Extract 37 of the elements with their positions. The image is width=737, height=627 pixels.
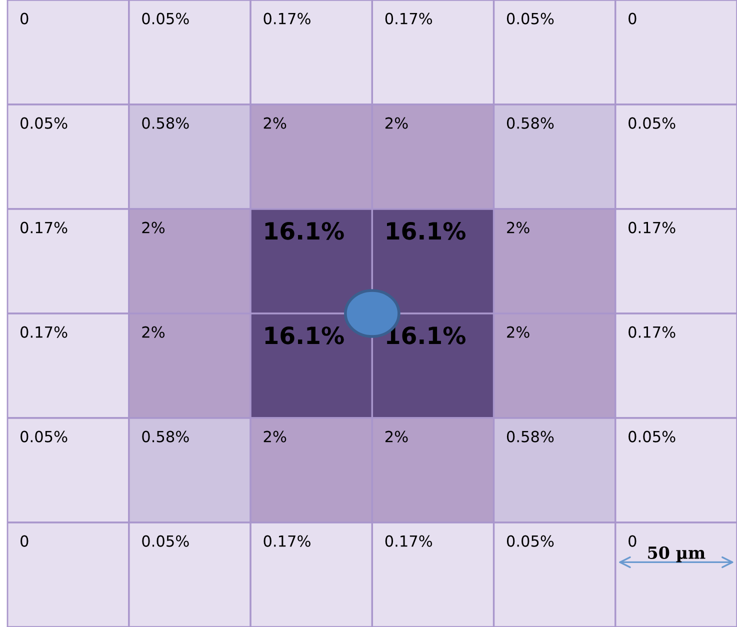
data-label: 0.17% <box>385 12 432 24</box>
data-label: 2% <box>142 222 165 234</box>
data-label: 0.17% <box>20 222 68 234</box>
data-label: 0.17% <box>264 12 310 24</box>
data-label: 0.17% <box>20 326 68 338</box>
data-label: 2% <box>385 430 408 442</box>
data-label: 2% <box>507 222 530 234</box>
data-label: 0 <box>20 535 28 547</box>
data-label: 2% <box>142 326 165 338</box>
data-label: 0 <box>628 12 636 24</box>
data-label: 0.58% <box>142 430 189 442</box>
data-label: 16.1% <box>265 222 344 240</box>
data-label: 0.05% <box>628 117 676 129</box>
annotation: 50 µm <box>648 546 706 562</box>
data-label: 0.05% <box>142 535 189 547</box>
data-label: 0.05% <box>20 430 68 442</box>
data-label: 0.05% <box>628 430 676 442</box>
data-label: 0.05% <box>506 12 554 24</box>
data-label: 2% <box>264 430 286 442</box>
data-label: 0 <box>628 535 636 547</box>
data-label: 16.1% <box>387 222 466 240</box>
data-label: 0.17% <box>628 326 676 338</box>
data-label: 2% <box>507 326 530 338</box>
data-label: 0 <box>20 12 28 24</box>
data-label: 0.17% <box>628 222 676 234</box>
data-label: 16.1% <box>265 326 344 344</box>
data-label: 2% <box>264 117 286 129</box>
data-label: 0.05% <box>142 12 189 24</box>
data-label: 0.17% <box>385 535 432 547</box>
data-label: 0.58% <box>506 117 554 129</box>
data-label: 2% <box>385 117 408 129</box>
data-label: 16.1% <box>387 326 466 344</box>
data-label: 0.05% <box>20 117 68 129</box>
data-label: 0.58% <box>506 430 554 442</box>
data-label: 0.58% <box>142 117 189 129</box>
data-label: 0.05% <box>506 535 554 547</box>
data-label: 0.17% <box>264 535 310 547</box>
